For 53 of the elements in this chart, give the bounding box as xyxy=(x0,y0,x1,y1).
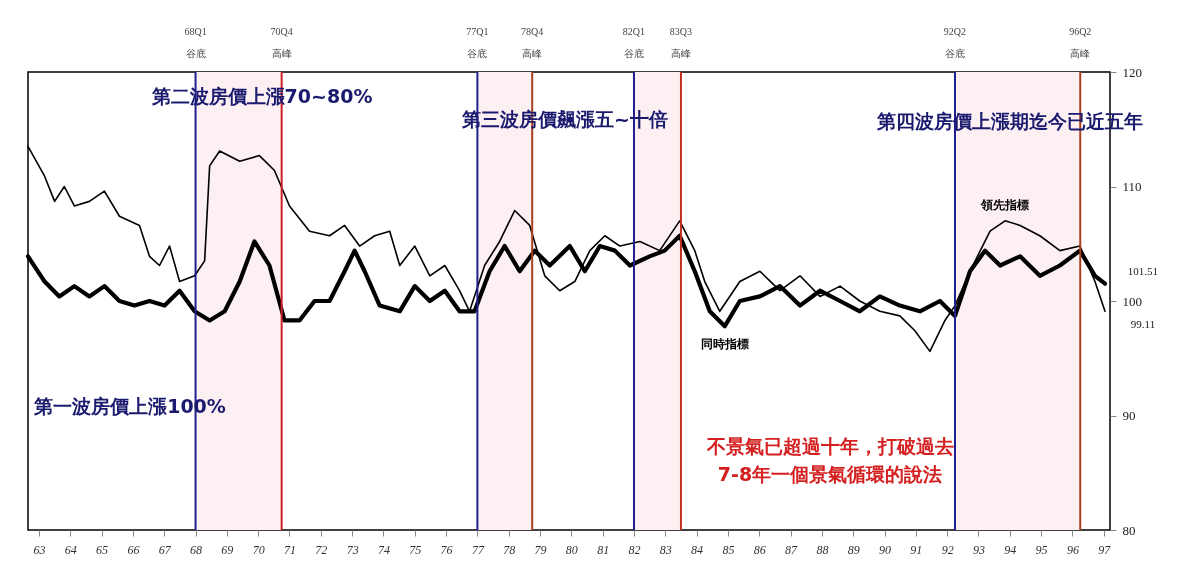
x-tick-label: 84 xyxy=(691,542,704,557)
x-tick-label: 66 xyxy=(127,542,140,557)
annotation: 101.51 xyxy=(1127,264,1159,277)
ref-line-label: 92Q2 谷底 xyxy=(943,26,967,59)
x-tick-label: 75 xyxy=(409,542,422,557)
x-tick-label: 95 xyxy=(1035,542,1048,557)
x-tick-label: 91 xyxy=(910,542,923,557)
x-tick-label: 86 xyxy=(753,542,766,557)
y-tick-label: 80 xyxy=(1122,522,1136,538)
x-tick-label: 77 xyxy=(471,542,485,557)
x-tick-label: 92 xyxy=(941,542,954,557)
x-tick-label: 83 xyxy=(659,542,672,557)
ref-line-label: 83Q3 高峰 xyxy=(669,26,693,59)
x-tick-label: 67 xyxy=(158,542,172,557)
x-tick-label: 76 xyxy=(440,542,453,557)
x-tick-label: 96 xyxy=(1066,542,1079,557)
x-tick-label: 73 xyxy=(346,542,359,557)
x-tick-label: 82 xyxy=(628,542,641,557)
ref-line-label: 78Q4 高峰 xyxy=(521,26,544,59)
x-tick-label: 74 xyxy=(377,542,390,557)
x-tick-label: 79 xyxy=(534,542,547,557)
ref-line-label: 77Q1 谷底 xyxy=(466,26,489,59)
ref-line-label: 68Q1 谷底 xyxy=(184,26,207,59)
y-tick-label: 110 xyxy=(1122,179,1142,194)
y-tick-label: 120 xyxy=(1122,64,1142,80)
x-tick-label: 70 xyxy=(252,542,265,557)
x-tick-label: 65 xyxy=(96,542,109,557)
annotation: 99.11 xyxy=(1130,318,1156,331)
x-tick-label: 72 xyxy=(315,542,328,557)
y-tick-label: 90 xyxy=(1122,408,1136,423)
x-tick-label: 93 xyxy=(972,542,985,557)
x-tick-label: 87 xyxy=(785,542,799,557)
x-tick-label: 97 xyxy=(1098,542,1112,557)
x-tick-label: 90 xyxy=(879,542,892,557)
series-label: 同時指標 xyxy=(700,337,749,352)
ref-line-label: 96Q2 高峰 xyxy=(1069,26,1092,59)
x-tick-label: 68 xyxy=(190,542,203,557)
x-tick-label: 63 xyxy=(33,542,46,557)
x-tick-label: 81 xyxy=(597,542,610,557)
x-tick-label: 78 xyxy=(503,542,516,557)
x-tick-label: 80 xyxy=(565,542,578,557)
x-tick-label: 88 xyxy=(816,542,829,557)
x-tick-label: 85 xyxy=(722,542,735,557)
x-tick-label: 94 xyxy=(1004,542,1017,557)
x-tick-label: 89 xyxy=(847,542,860,557)
x-tick-label: 69 xyxy=(221,542,234,557)
series-label: 領先指標 xyxy=(980,197,1030,212)
annotation: 不景氣已超過十年，打破過去 7-8年一個景氣循環的說法 xyxy=(705,435,954,485)
ref-line-label: 70Q4 高峰 xyxy=(270,26,293,59)
y-tick-label: 100 xyxy=(1122,293,1142,309)
ref-line-label: 82Q1 谷底 xyxy=(622,26,646,59)
x-tick-label: 71 xyxy=(284,542,296,557)
x-tick-label: 64 xyxy=(64,542,77,557)
